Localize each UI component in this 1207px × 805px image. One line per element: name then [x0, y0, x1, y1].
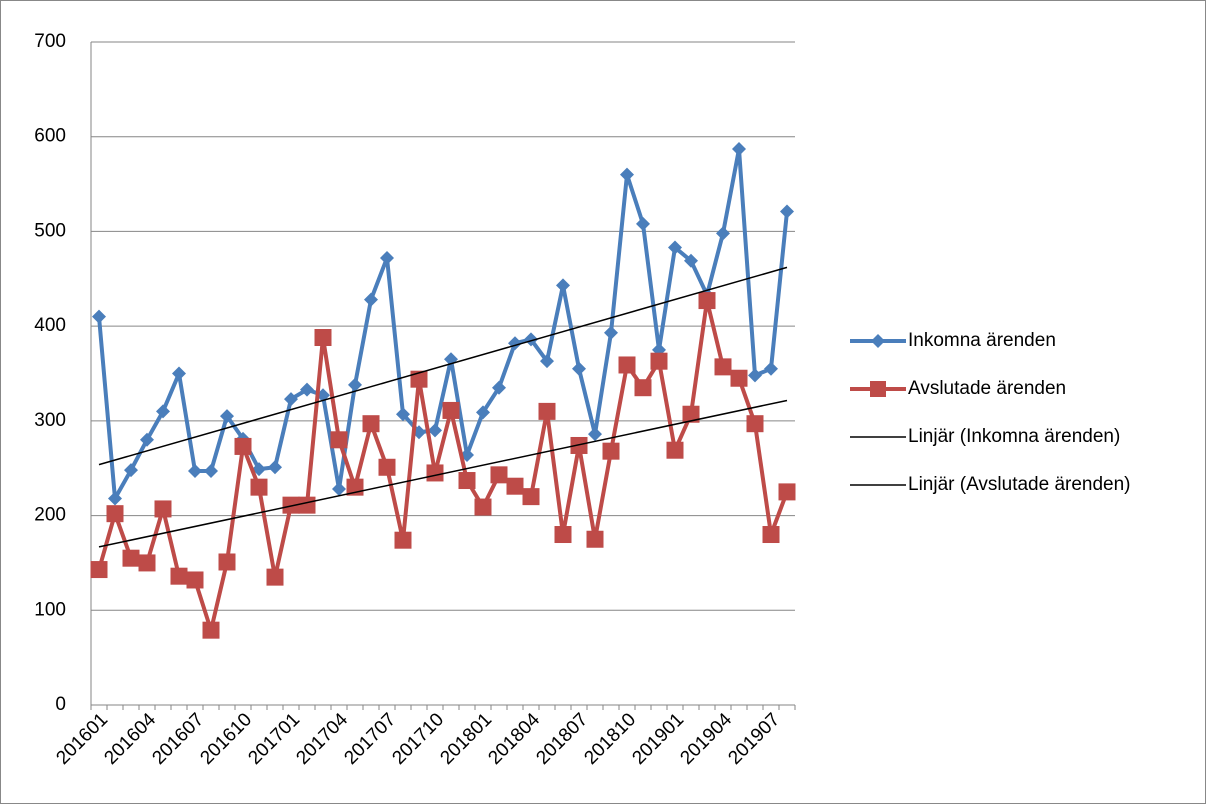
data-point	[698, 292, 716, 310]
data-point	[410, 370, 428, 388]
data-point	[140, 432, 154, 447]
data-point	[506, 477, 524, 495]
data-point	[778, 483, 796, 501]
data-point	[124, 463, 138, 478]
data-point	[764, 361, 778, 376]
data-point	[618, 356, 636, 374]
data-point	[602, 442, 620, 460]
data-point	[588, 427, 602, 442]
series-line	[97, 298, 789, 633]
y-tick-label: 300	[34, 410, 66, 431]
data-point	[250, 478, 268, 496]
data-point	[620, 167, 634, 182]
data-point	[266, 568, 284, 586]
series-line	[97, 147, 789, 501]
data-point	[780, 204, 794, 219]
data-point	[330, 431, 348, 449]
legend-label: Linjär (Avslutade ärenden)	[908, 474, 1131, 495]
data-point	[90, 561, 108, 579]
data-point	[332, 482, 346, 497]
data-point	[314, 329, 332, 347]
data-point	[92, 309, 106, 324]
data-point	[746, 415, 764, 433]
legend-label: Linjär (Inkomna ärenden)	[908, 426, 1120, 447]
data-point	[684, 253, 698, 268]
legend-marker	[871, 334, 885, 348]
data-point	[156, 404, 170, 419]
data-point	[428, 423, 442, 438]
data-point	[138, 554, 156, 572]
data-point	[666, 441, 684, 459]
data-point	[170, 567, 188, 585]
data-point	[234, 437, 252, 455]
data-point	[188, 464, 202, 479]
data-point	[106, 505, 124, 523]
data-point	[572, 361, 586, 376]
data-point	[604, 325, 618, 340]
data-point	[538, 402, 556, 420]
y-tick-label: 0	[55, 694, 66, 715]
data-point	[732, 142, 746, 157]
y-tick-label: 600	[34, 126, 66, 147]
data-point	[476, 405, 490, 420]
data-point	[202, 621, 220, 639]
legend-label: Inkomna ärenden	[908, 330, 1056, 351]
data-point	[458, 472, 476, 490]
y-tick-label: 400	[34, 315, 66, 336]
data-point	[108, 491, 122, 506]
data-point	[636, 216, 650, 231]
data-point	[154, 500, 172, 518]
legend-marker	[870, 381, 886, 397]
data-point	[634, 379, 652, 397]
data-point	[556, 278, 570, 293]
data-point	[362, 415, 380, 433]
data-point	[172, 366, 186, 381]
y-tick-label: 500	[34, 220, 66, 241]
data-point	[204, 464, 218, 479]
data-point	[426, 464, 444, 482]
data-point	[380, 250, 394, 265]
y-tick-label: 100	[34, 599, 66, 620]
trendline	[98, 266, 788, 466]
data-point	[682, 405, 700, 423]
legend-label: Avslutade ärenden	[908, 378, 1066, 399]
y-tick-label: 200	[34, 505, 66, 526]
data-point	[554, 526, 572, 544]
data-point	[748, 368, 762, 383]
data-point	[650, 352, 668, 370]
data-point	[378, 458, 396, 476]
data-point	[300, 382, 314, 397]
data-point	[714, 358, 732, 376]
data-point	[586, 530, 604, 548]
data-point	[540, 354, 554, 369]
data-point	[492, 380, 506, 395]
data-point	[220, 409, 234, 424]
data-point	[348, 377, 362, 392]
data-point	[490, 466, 508, 484]
data-point	[524, 332, 538, 347]
data-point	[186, 571, 204, 589]
data-point	[364, 292, 378, 307]
data-point	[522, 488, 540, 506]
data-point	[268, 460, 282, 475]
data-point	[298, 496, 316, 514]
data-point	[474, 498, 492, 516]
data-point	[762, 526, 780, 544]
data-point	[396, 407, 410, 422]
data-point	[716, 226, 730, 241]
trendline	[98, 399, 788, 548]
data-point	[284, 392, 298, 407]
data-point	[122, 549, 140, 567]
data-point	[252, 462, 266, 477]
data-point	[218, 553, 236, 571]
y-tick-label: 700	[34, 31, 66, 52]
data-point	[668, 240, 682, 255]
data-point	[730, 369, 748, 387]
data-point	[394, 531, 412, 549]
data-point	[442, 401, 460, 419]
